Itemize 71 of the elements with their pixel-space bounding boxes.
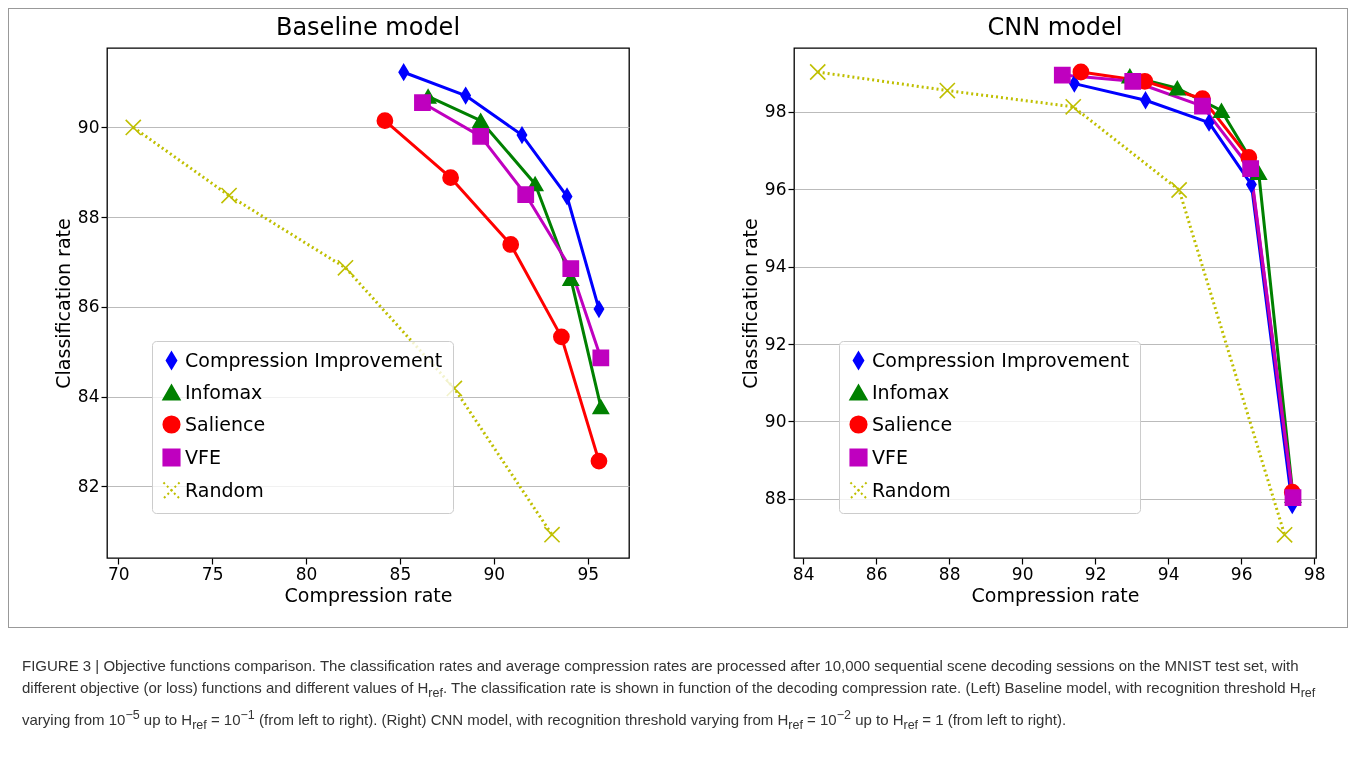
point bbox=[592, 399, 610, 415]
x-axis-title: Compression rate bbox=[284, 583, 453, 606]
legend-label: Salience bbox=[872, 412, 953, 435]
point bbox=[1194, 97, 1211, 115]
x-tick-label: 94 bbox=[1157, 563, 1180, 584]
legend-label: VFE bbox=[872, 445, 908, 468]
y-tick-label: 88 bbox=[77, 206, 100, 227]
y-tick-label: 92 bbox=[764, 333, 787, 354]
x-tick-label: 80 bbox=[295, 563, 318, 584]
x-tick-label: 96 bbox=[1230, 563, 1253, 584]
x-tick-label: 88 bbox=[938, 563, 961, 584]
x-tick-label: 86 bbox=[865, 563, 888, 584]
legend-label: Random bbox=[872, 478, 951, 501]
point bbox=[1170, 181, 1188, 199]
point bbox=[337, 259, 354, 277]
point bbox=[220, 187, 238, 204]
legend-label: Compression Improvement bbox=[185, 348, 443, 371]
x-tick-label: 92 bbox=[1084, 563, 1107, 584]
y-tick-label: 88 bbox=[764, 488, 787, 509]
point bbox=[1168, 80, 1186, 96]
x-tick-label: 70 bbox=[107, 563, 130, 584]
point bbox=[124, 119, 142, 136]
point bbox=[472, 127, 490, 145]
y-tick-label: 86 bbox=[77, 296, 100, 317]
x-axis-title: Compression rate bbox=[971, 583, 1140, 606]
x-tick-label: 90 bbox=[483, 563, 506, 584]
point bbox=[517, 186, 535, 204]
x-tick-label: 95 bbox=[577, 563, 600, 584]
y-tick-label: 94 bbox=[764, 256, 787, 277]
point bbox=[472, 113, 490, 129]
y-tick-label: 96 bbox=[764, 178, 787, 199]
chart-title: Baseline model bbox=[275, 13, 461, 41]
point bbox=[562, 260, 580, 278]
y-tick-label: 90 bbox=[77, 116, 100, 137]
text: FIGURE 3 | Objective functions comparison. The classification rates and average compression rates are processed after 10,000 sequential scene decoding sessions on the MNIST test set, with different objective (or loss) functions and different values of H$_{ref}$. The classification rate is shown in function of the decoding compression rate. (Left) Baseline model, with recognition threshold H$_{ref}$ varying from 10$^{−5}$ up to H$_{ref}$ = 10$^{−1}$ (from left to right). (Right) CNN model, with recognition threshold varying from H$_{ref}$ = 10$^{−2}$ up to H$_{ref}$ = 1 (from left to right). bbox=[22, 657, 1316, 732]
legend-label: Infomax bbox=[872, 380, 950, 403]
y-tick-label: 90 bbox=[764, 410, 787, 431]
point bbox=[502, 236, 520, 253]
x-tick-label: 85 bbox=[389, 563, 412, 584]
point bbox=[414, 94, 431, 112]
x-tick-label: 84 bbox=[792, 563, 815, 584]
x-tick-label: 98 bbox=[1303, 563, 1326, 584]
legend-label: Infomax bbox=[185, 380, 263, 403]
point bbox=[561, 188, 573, 205]
point bbox=[553, 328, 570, 346]
legend-label: Random bbox=[185, 478, 264, 501]
point bbox=[1276, 526, 1293, 544]
point bbox=[543, 526, 561, 544]
legend-label: VFE bbox=[185, 445, 221, 468]
chart-title: CNN model bbox=[987, 13, 1123, 41]
point bbox=[1072, 63, 1090, 81]
x-tick-label: 90 bbox=[1011, 563, 1034, 584]
x-tick-label: 75 bbox=[201, 563, 224, 584]
point bbox=[1064, 98, 1082, 116]
point bbox=[592, 349, 610, 367]
point bbox=[1242, 160, 1260, 178]
y-tick-label: 84 bbox=[77, 386, 100, 407]
point bbox=[809, 63, 827, 81]
point bbox=[1124, 72, 1142, 90]
point bbox=[376, 112, 394, 130]
point bbox=[1053, 66, 1071, 84]
legend-label: Compression Improvement bbox=[872, 348, 1130, 371]
y-axis-title: Classification rate bbox=[738, 218, 761, 389]
legend-label: Salience bbox=[185, 412, 266, 435]
point bbox=[938, 82, 956, 99]
point bbox=[1213, 103, 1230, 119]
y-tick-label: 98 bbox=[764, 101, 787, 122]
point bbox=[590, 452, 608, 470]
y-tick-label: 82 bbox=[77, 475, 100, 496]
point bbox=[442, 169, 459, 186]
y-axis-title: Classification rate bbox=[51, 218, 74, 389]
